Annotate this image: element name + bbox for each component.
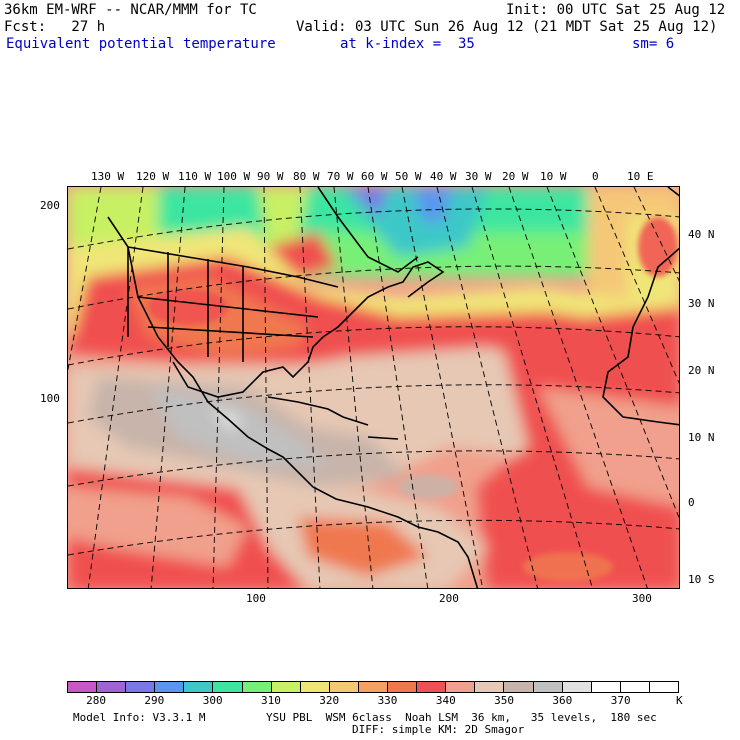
colorbar-label: 300 <box>202 694 223 707</box>
colorbar-label: 320 <box>319 694 340 707</box>
africa-coast <box>602 247 679 426</box>
lat-label: 10 S <box>688 573 715 586</box>
color-swatch <box>271 682 301 692</box>
lon-line <box>546 187 679 519</box>
iberia <box>667 187 679 197</box>
color-swatch <box>213 682 243 692</box>
lon-line <box>471 187 593 588</box>
grid-index-label: 200 <box>40 199 60 212</box>
map-svg <box>68 187 679 588</box>
lon-line <box>633 187 679 282</box>
cuba <box>267 396 369 426</box>
state-borders <box>127 247 244 362</box>
colorbar-label: 360 <box>552 694 573 707</box>
lat-label: 10 N <box>688 431 715 444</box>
grid-index-label: 200 <box>439 592 459 605</box>
color-swatch <box>184 682 214 692</box>
color-swatch <box>475 682 505 692</box>
color-swatch <box>126 682 156 692</box>
field-name: Equivalent potential temperature <box>6 36 276 52</box>
colorbar-label: 310 <box>261 694 281 707</box>
lat-label: 20 N <box>688 364 715 377</box>
level-index: at k-index = 35 <box>340 36 475 52</box>
lon-line <box>263 187 269 588</box>
lon-label: 10 E <box>627 170 654 183</box>
colorbar-label: 340 <box>435 694 456 707</box>
lon-line <box>594 187 679 384</box>
lon-label: 110 W <box>178 170 212 183</box>
color-swatch <box>97 682 127 692</box>
smoothing-label: sm= 6 <box>632 36 675 52</box>
diffusion-options: DIFF: simple KM: 2D Smagor <box>352 723 525 736</box>
lon-label: 40 W <box>430 170 457 183</box>
lon-label: 90 W <box>257 170 284 183</box>
color-swatch <box>329 682 359 692</box>
lon-label: 130 W <box>91 170 125 183</box>
lat-label: 30 N <box>688 297 715 310</box>
lon-label: 100 W <box>217 170 251 183</box>
color-swatch <box>562 682 592 692</box>
state-borders <box>137 296 319 338</box>
color-swatch <box>620 682 650 692</box>
lon-line <box>150 187 186 588</box>
color-swatch <box>533 682 563 692</box>
colorbar-label: 350 <box>494 694 515 707</box>
graticule <box>68 187 679 588</box>
lon-line <box>367 187 429 588</box>
colorbar-unit: K <box>676 694 683 707</box>
lon-line <box>212 187 225 588</box>
color-swatch <box>446 682 476 692</box>
theta-e-map <box>67 186 680 589</box>
lon-line <box>299 187 321 588</box>
physics-options: YSU PBL WSM 6class Noah LSM 36 km, 35 le… <box>266 711 657 724</box>
grid-index-label: 100 <box>40 392 60 405</box>
colorbar-label: 330 <box>377 694 398 707</box>
lat-label: 0 <box>688 496 695 509</box>
color-swatch <box>504 682 534 692</box>
lon-line <box>87 187 144 588</box>
color-swatch <box>388 682 418 692</box>
lon-label: 70 W <box>327 170 354 183</box>
gulf-and-east-coast <box>172 261 445 398</box>
lon-label: 20 W <box>502 170 529 183</box>
grid-index-label: 100 <box>246 592 266 605</box>
init-time: Init: 00 UTC Sat 25 Aug 12 <box>506 2 726 18</box>
temperature-field <box>68 187 679 588</box>
lon-line <box>333 187 374 588</box>
color-swatch <box>649 682 678 692</box>
lon-label: 10 W <box>540 170 567 183</box>
lon-label: 120 W <box>136 170 170 183</box>
colorbar-label: 290 <box>144 694 165 707</box>
canada-maritime <box>317 187 419 273</box>
lon-label: 50 W <box>395 170 422 183</box>
color-swatch <box>155 682 185 692</box>
color-swatch <box>68 682 98 692</box>
color-bar <box>67 681 679 693</box>
lon-label: 60 W <box>361 170 388 183</box>
color-swatch <box>591 682 621 692</box>
coastlines <box>107 187 679 588</box>
model-info: Model Info: V3.3.1 M <box>73 711 206 724</box>
forecast-hour: Fcst: 27 h <box>4 19 106 35</box>
color-swatch <box>417 682 447 692</box>
color-swatch <box>358 682 389 692</box>
grid-index-label: 300 <box>632 592 652 605</box>
lon-label: 30 W <box>465 170 492 183</box>
colorbar-label: 280 <box>86 694 107 707</box>
model-title: 36km EM-WRF -- NCAR/MMM for TC <box>4 2 257 18</box>
color-swatch <box>300 682 330 692</box>
lon-line <box>401 187 484 588</box>
lon-line <box>508 187 648 588</box>
lon-label: 80 W <box>293 170 320 183</box>
americas-west-coast <box>107 216 479 588</box>
color-swatch <box>242 682 272 692</box>
lon-label: 0 <box>592 170 599 183</box>
colorbar-label: 370 <box>610 694 631 707</box>
valid-time: Valid: 03 UTC Sun 26 Aug 12 (21 MDT Sat … <box>296 19 718 35</box>
hispaniola <box>367 436 399 440</box>
lat-label: 40 N <box>688 228 715 241</box>
